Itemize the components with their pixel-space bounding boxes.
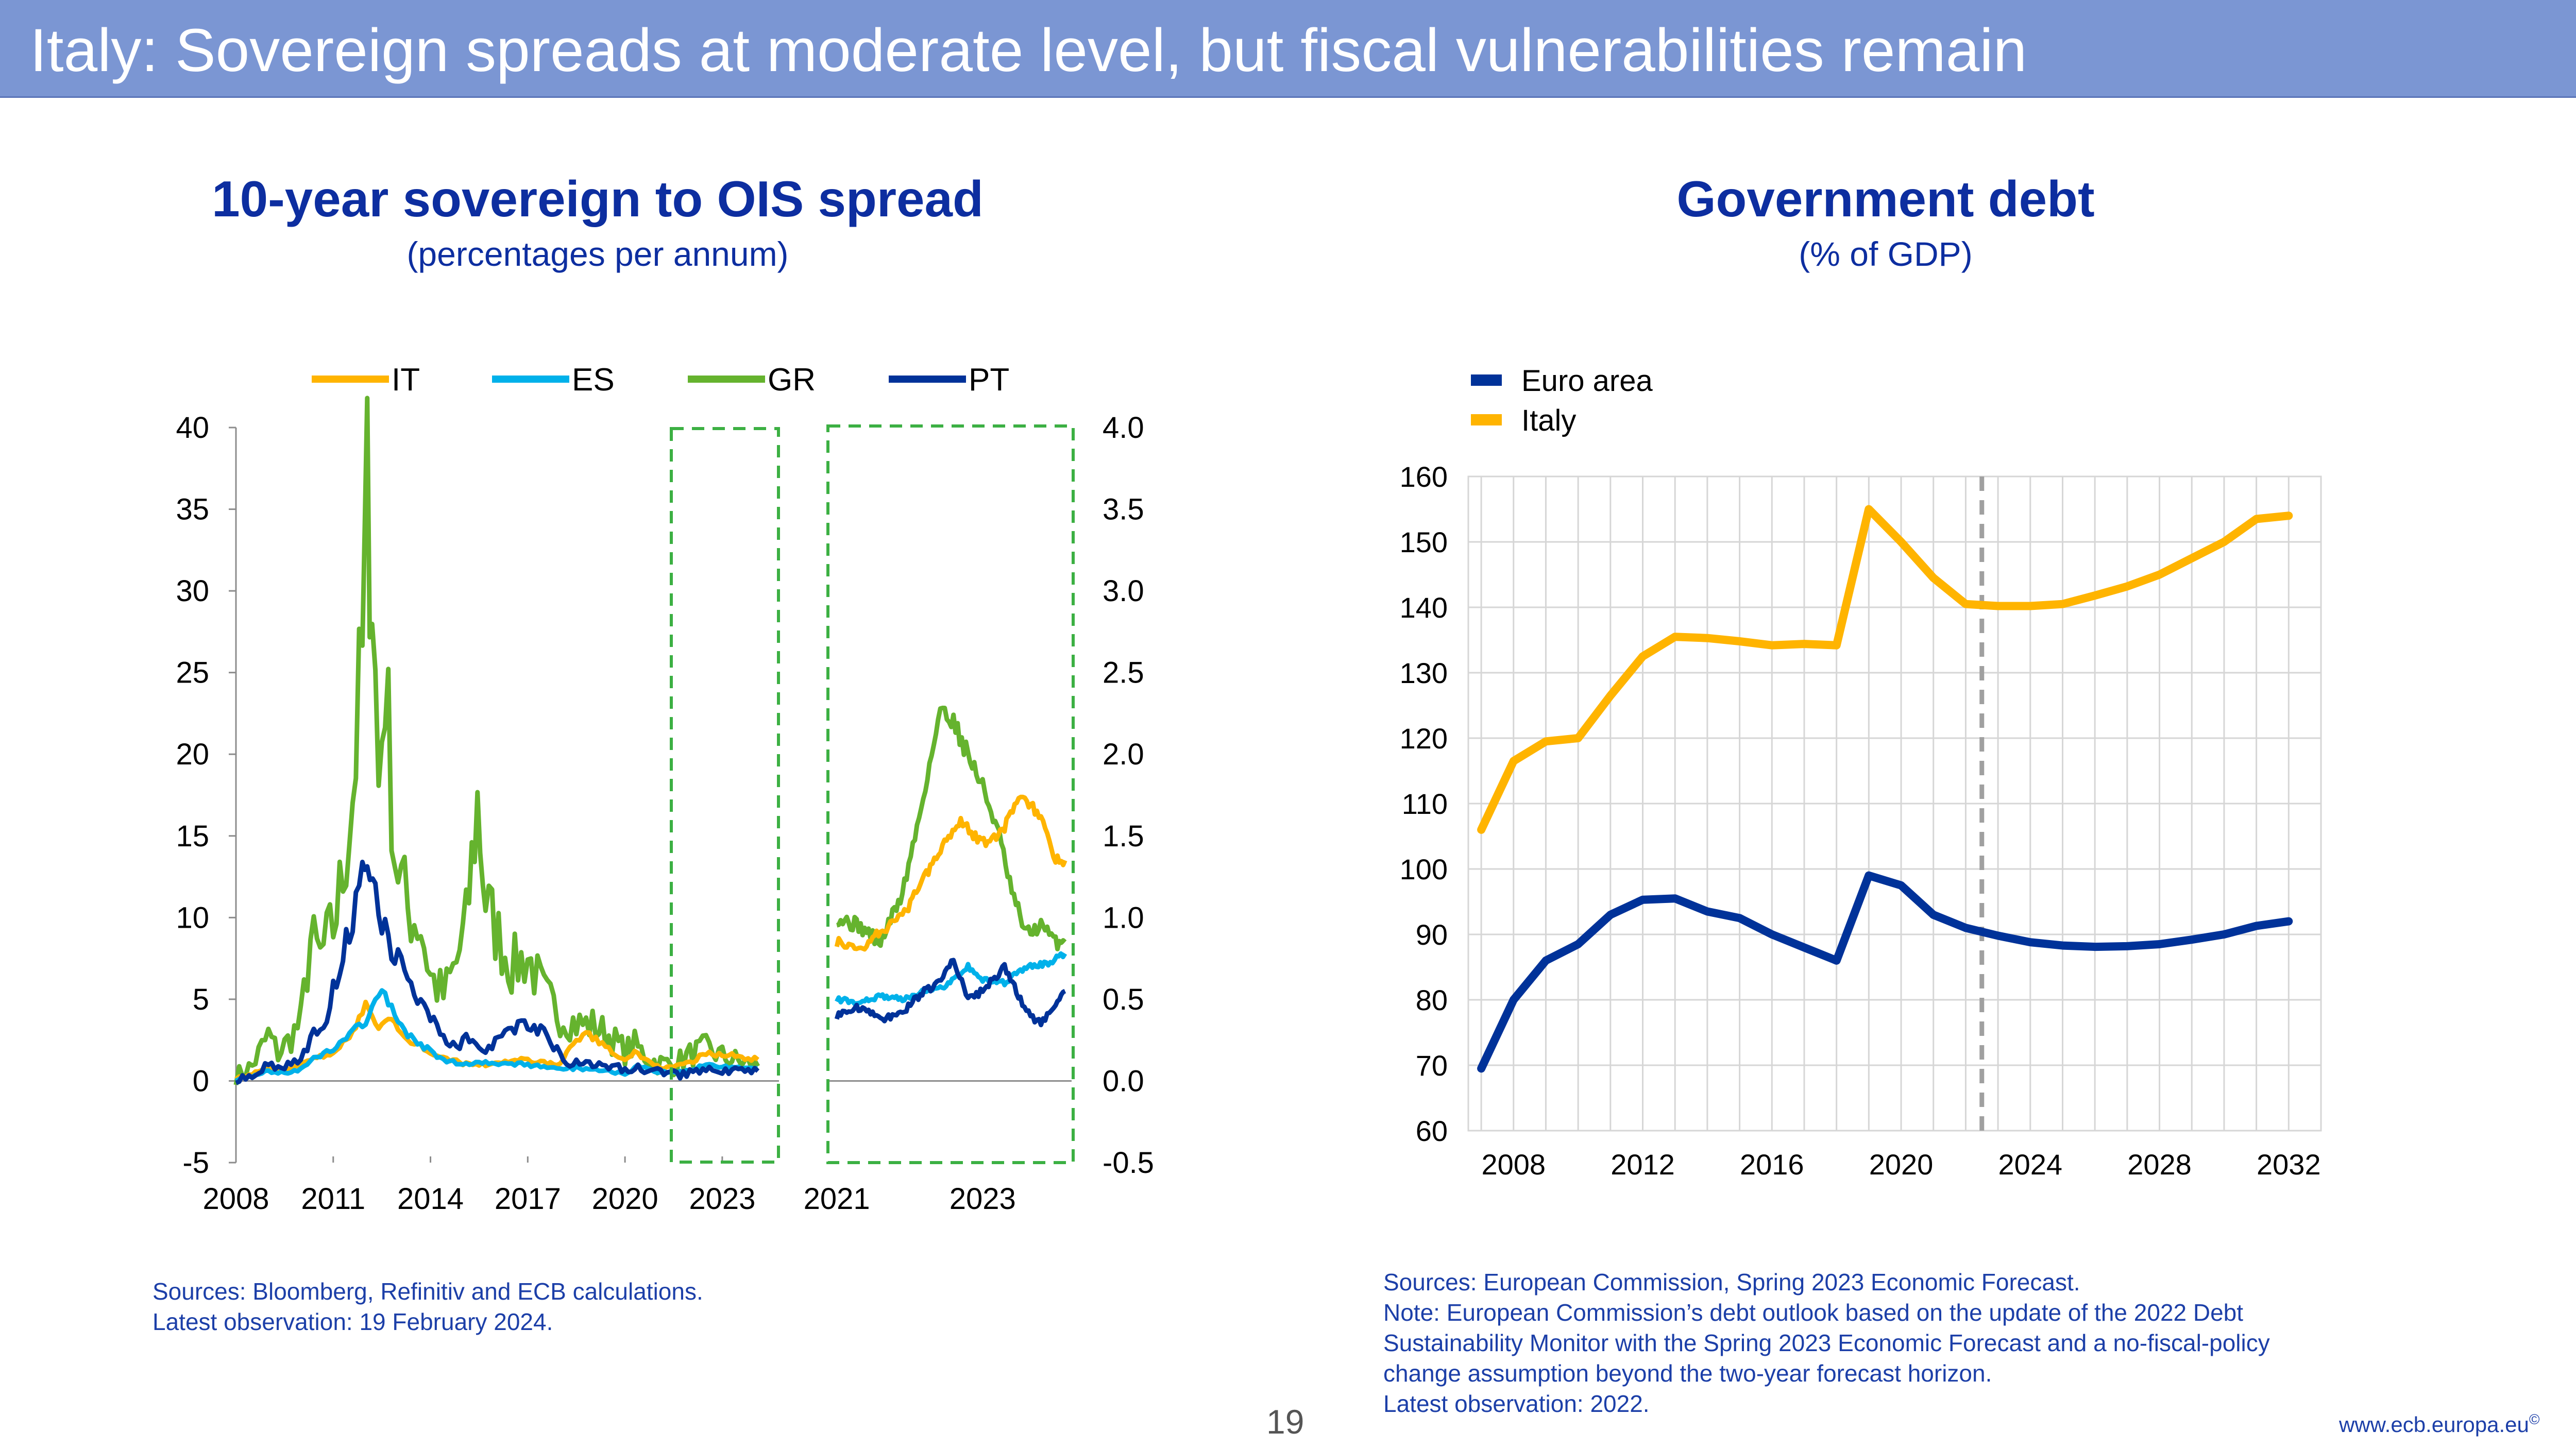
right-y-tick-label: 90 (1416, 918, 1448, 951)
legend-label-it: IT (392, 362, 420, 398)
zoom-x-tick-label: 2023 (950, 1182, 1016, 1216)
zoom-series-it (834, 794, 1067, 952)
page-number: 19 (1266, 1403, 1304, 1441)
right-y-tick-label: 160 (1400, 461, 1448, 493)
right-y-tick-label: 80 (1416, 984, 1448, 1016)
footer-url-text[interactable]: www.ecb.europa.eu (2339, 1412, 2529, 1437)
left-y-tick-label: 15 (176, 820, 209, 853)
left-x-tick-label: 2011 (301, 1182, 365, 1216)
left-highlight-frame (670, 427, 780, 1164)
right-series-euro-area (1477, 871, 2293, 1073)
left-zoom-panel: 4.0 3.5 3.0 2.5 2.0 1.5 1.0 0.5 0.0 -0.5 2021 2023 (804, 411, 1154, 1216)
zoom-y-tick-label: 2.0 (1103, 738, 1144, 771)
right-y-tick-label: 120 (1400, 722, 1448, 755)
right-latest-observation: Latest observation: 2022. (1383, 1390, 1650, 1417)
right-x-tick-label: 2032 (2257, 1148, 2321, 1181)
zoom-series-pt (834, 958, 1066, 1028)
zoom-y-tick-label: 0.5 (1103, 983, 1144, 1016)
legend-label-italy: Italy (1521, 404, 1576, 437)
left-sources: Sources: Bloomberg, Refinitiv and ECB ca… (152, 1278, 703, 1305)
right-series-italy (1477, 505, 2293, 834)
legend-label-pt: PT (969, 362, 1009, 398)
copyright-mark: © (2529, 1411, 2540, 1427)
right-x-tick-label: 2016 (1740, 1148, 1804, 1181)
right-chart-subtitle: (% of GDP) (1799, 235, 1973, 273)
zoom-highlight-frame (826, 424, 1075, 1164)
legend-label-gr: GR (768, 362, 816, 398)
zoom-y-tick-label: 0.0 (1103, 1064, 1144, 1098)
footer-url[interactable]: www.ecb.europa.eu© (2339, 1411, 2540, 1437)
right-chart-legend: Euro area Italy (1471, 364, 1653, 437)
zoom-y-tick-label: 3.5 (1103, 493, 1144, 526)
right-chart-title: Government debt (1676, 171, 2095, 227)
zoom-y-tick-label: 2.5 (1103, 656, 1144, 690)
left-y-tick-label: 5 (193, 983, 209, 1016)
right-x-tick-label: 2008 (1481, 1148, 1546, 1181)
zoom-x-tick-label: 2021 (804, 1182, 870, 1216)
left-x-tick-label: 2014 (397, 1182, 464, 1216)
left-x-tick-label: 2020 (592, 1182, 658, 1216)
right-plot-border (1467, 475, 2322, 1132)
slide-title: Italy: Sovereign spreads at moderate lev… (30, 16, 2027, 84)
left-y-tick-label: 35 (176, 493, 209, 526)
right-note-line-1: Note: European Commission’s debt outlook… (1383, 1299, 2244, 1326)
zoom-y-tick-label: 1.0 (1103, 901, 1144, 934)
left-latest-observation: Latest observation: 19 February 2024. (152, 1308, 553, 1335)
left-x-tick-label: 2017 (495, 1182, 561, 1216)
left-x-tick-label: 2023 (689, 1182, 755, 1216)
left-y-tick-label: 40 (176, 411, 209, 445)
zoom-y-tick-label: 1.5 (1103, 820, 1144, 853)
right-x-tick-label: 2024 (1998, 1148, 2063, 1181)
left-y-tick-label: -5 (182, 1146, 209, 1180)
right-y-tick-label: 100 (1400, 853, 1448, 885)
right-y-tick-label: 70 (1416, 1049, 1448, 1082)
legend-label-euro-area: Euro area (1521, 364, 1653, 398)
right-y-tick-label: 110 (1402, 788, 1448, 820)
title-bar: Italy: Sovereign spreads at moderate lev… (0, 0, 2576, 98)
right-note-line-2: Sustainability Monitor with the Spring 2… (1383, 1329, 2270, 1356)
right-debt-panel: 160 150 140 130 120 110 100 90 80 70 60 2008 2012 201… (1400, 461, 2322, 1181)
right-y-tick-label: 130 (1400, 657, 1448, 689)
right-note-line-3: change assumption beyond the two-year fo… (1383, 1360, 1992, 1387)
left-y-tick-label: 20 (176, 738, 209, 771)
left-chart-subtitle: (percentages per annum) (406, 235, 789, 273)
left-y-tick-label: 30 (176, 574, 209, 608)
right-x-tick-label: 2012 (1611, 1148, 1675, 1181)
left-x-tick-label: 2008 (202, 1182, 269, 1216)
right-sources: Sources: European Commission, Spring 202… (1383, 1269, 2080, 1295)
right-x-tick-label: 2020 (1869, 1148, 1934, 1181)
right-x-tick-label: 2028 (2127, 1148, 2192, 1181)
right-y-tick-label: 150 (1400, 526, 1448, 558)
zoom-y-tick-label: 3.0 (1103, 574, 1144, 608)
left-y-tick-label: 10 (176, 901, 209, 934)
right-y-tick-label: 140 (1400, 591, 1448, 624)
left-chart-legend: IT ES GR PT (312, 362, 1009, 398)
legend-label-es: ES (572, 362, 615, 398)
left-y-tick-label: 0 (193, 1064, 209, 1098)
left-chart-title: 10-year sovereign to OIS spread (212, 171, 984, 227)
left-series-gr (233, 396, 760, 1085)
left-y-tick-label: 25 (176, 656, 209, 690)
zoom-y-tick-label: -0.5 (1103, 1146, 1154, 1180)
right-y-tick-label: 60 (1416, 1115, 1448, 1147)
zoom-series-es (835, 951, 1067, 1007)
zoom-y-tick-label: 4.0 (1103, 411, 1144, 445)
